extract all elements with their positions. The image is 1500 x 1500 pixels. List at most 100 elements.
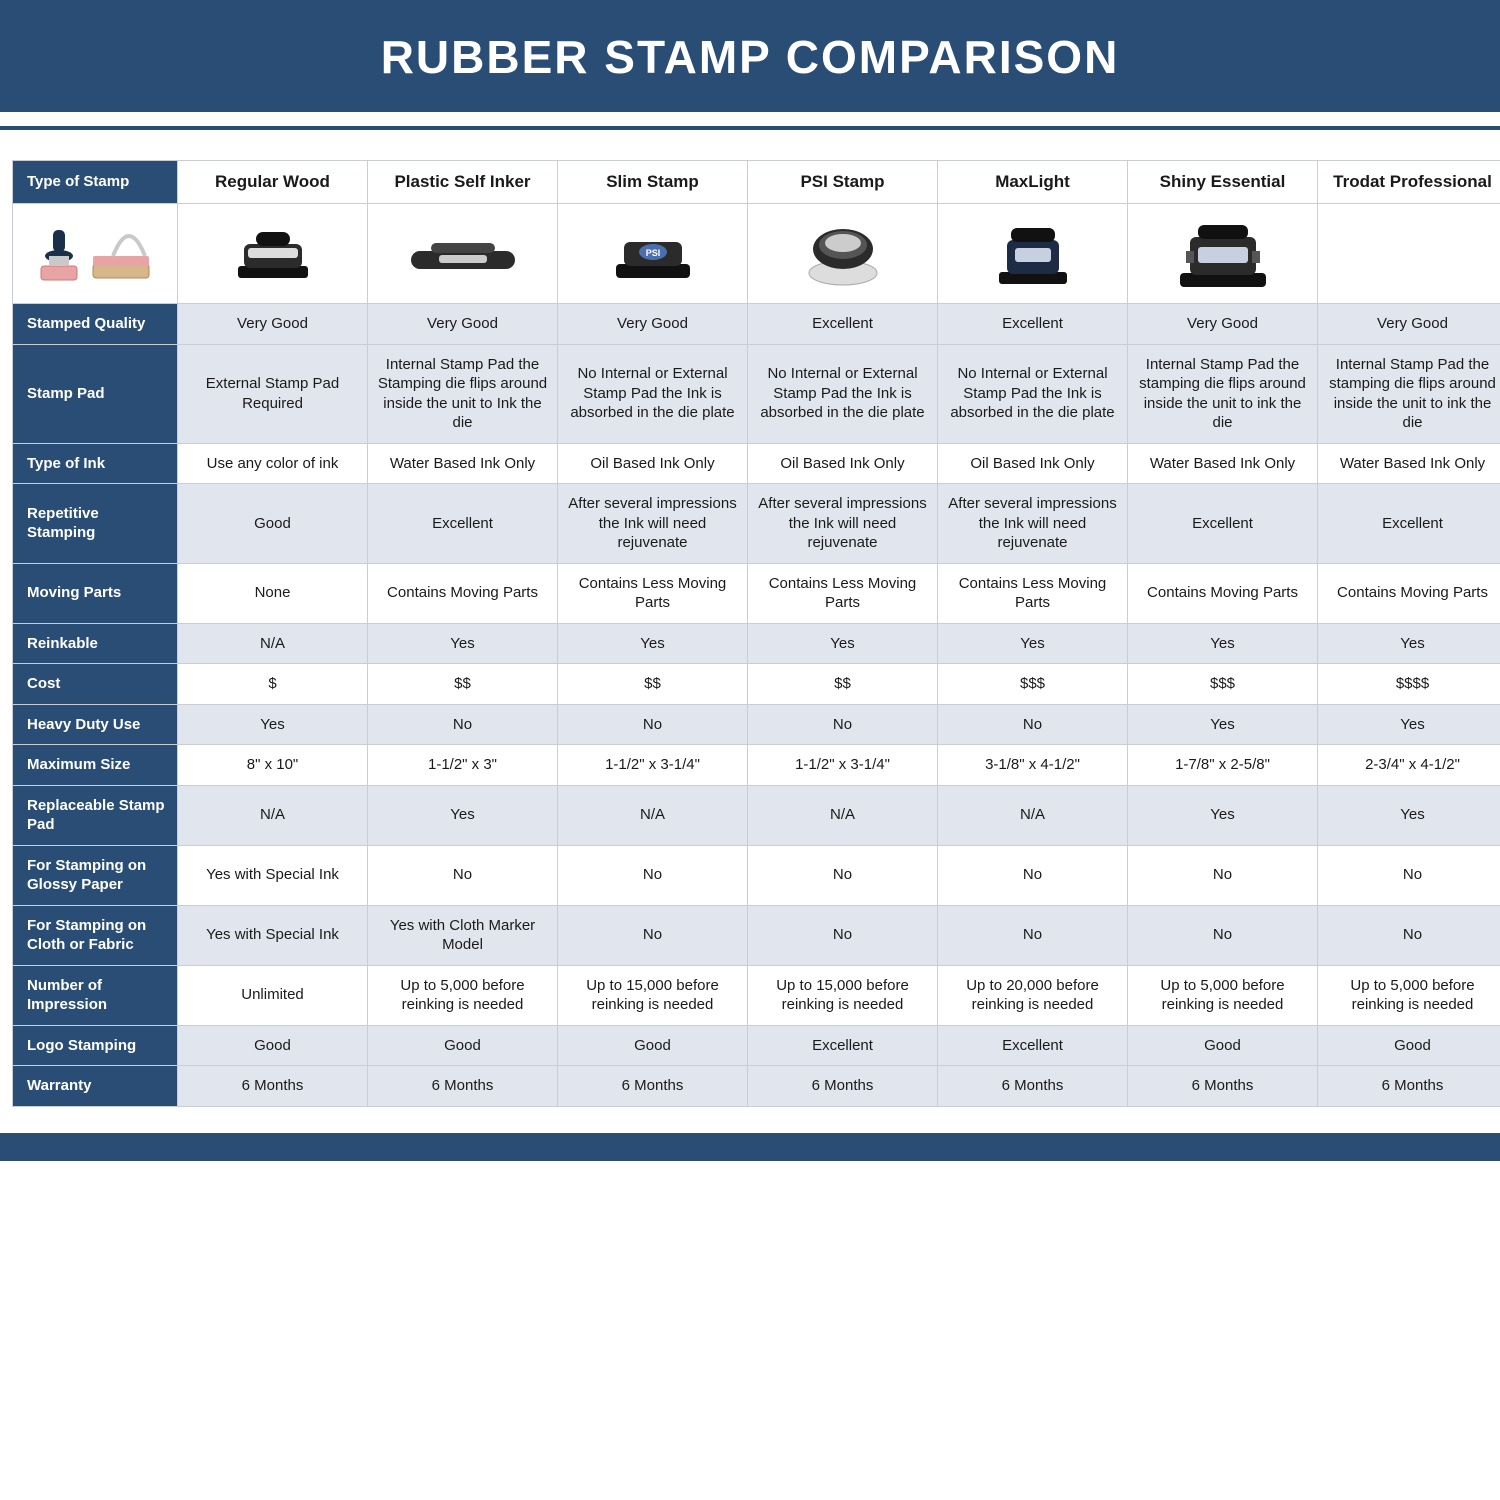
cell: Contains Moving Parts: [1318, 563, 1500, 623]
cell: Good: [178, 1025, 368, 1066]
cell: 8" x 10": [178, 745, 368, 786]
cell: Yes: [1318, 785, 1500, 845]
table-row: For Stamping on Cloth or FabricYes with …: [13, 905, 1500, 965]
cell: No Internal or External Stamp Pad the In…: [748, 344, 938, 443]
row-type-of-stamp-label: Type of Stamp: [13, 161, 178, 204]
cell: Excellent: [1318, 484, 1500, 564]
cell: N/A: [748, 785, 938, 845]
cell: 6 Months: [748, 1066, 938, 1107]
cell: Yes: [368, 623, 558, 664]
col-header: Slim Stamp: [558, 161, 748, 204]
cell: 6 Months: [938, 1066, 1128, 1107]
cell: No: [748, 704, 938, 745]
table-row: Stamp PadExternal Stamp Pad RequiredInte…: [13, 344, 1500, 443]
cell: Yes: [1128, 704, 1318, 745]
cell: Very Good: [178, 304, 368, 345]
cell: N/A: [558, 785, 748, 845]
cell: Contains Less Moving Parts: [558, 563, 748, 623]
row-label: Maximum Size: [13, 745, 178, 786]
table-row: Cost$$$$$$$$$$$$$$$$$: [13, 664, 1500, 705]
row-label: Heavy Duty Use: [13, 704, 178, 745]
cell: Contains Less Moving Parts: [748, 563, 938, 623]
col-header: MaxLight: [938, 161, 1128, 204]
col-header: Plastic Self Inker: [368, 161, 558, 204]
cell: Unlimited: [178, 965, 368, 1025]
cell: Up to 20,000 before reinking is needed: [938, 965, 1128, 1025]
cell: Excellent: [368, 484, 558, 564]
stamp-wood-icon: [13, 204, 178, 304]
cell: No: [938, 704, 1128, 745]
cell: Good: [1318, 1025, 1500, 1066]
cell: Good: [368, 1025, 558, 1066]
table-row: For Stamping on Glossy PaperYes with Spe…: [13, 845, 1500, 905]
cell: No: [748, 905, 938, 965]
cell: N/A: [178, 623, 368, 664]
cell: Contains Moving Parts: [368, 563, 558, 623]
cell: $$: [558, 664, 748, 705]
cell: Good: [1128, 1025, 1318, 1066]
cell: Yes: [1318, 704, 1500, 745]
title-bar: RUBBER STAMP COMPARISON: [0, 0, 1500, 112]
cell: After several impressions the Ink will n…: [558, 484, 748, 564]
cell: Oil Based Ink Only: [748, 443, 938, 484]
cell: Yes: [1128, 785, 1318, 845]
cell: Excellent: [938, 304, 1128, 345]
cell: $$$: [1128, 664, 1318, 705]
col-header: Regular Wood: [178, 161, 368, 204]
cell: No: [1318, 905, 1500, 965]
cell: Good: [558, 1025, 748, 1066]
col-header: PSI Stamp: [748, 161, 938, 204]
cell: External Stamp Pad Required: [178, 344, 368, 443]
cell: Contains Less Moving Parts: [938, 563, 1128, 623]
cell: Contains Moving Parts: [1128, 563, 1318, 623]
cell: 1-1/2" x 3-1/4": [748, 745, 938, 786]
cell: 6 Months: [1128, 1066, 1318, 1107]
cell: No: [1128, 845, 1318, 905]
row-label: Reinkable: [13, 623, 178, 664]
footer-bar: [0, 1133, 1500, 1161]
cell: 1-1/2" x 3": [368, 745, 558, 786]
table-row: Logo StampingGoodGoodGoodExcellentExcell…: [13, 1025, 1500, 1066]
table-row: Stamped QualityVery GoodVery GoodVery Go…: [13, 304, 1500, 345]
cell: 1-1/2" x 3-1/4": [558, 745, 748, 786]
stamp-selfinker-icon: [178, 204, 368, 304]
comparison-table: Type of Stamp Regular Wood Plastic Self …: [12, 160, 1500, 1107]
cell: Internal Stamp Pad the Stamping die flip…: [368, 344, 558, 443]
cell: After several impressions the Ink will n…: [748, 484, 938, 564]
table-row: Heavy Duty UseYesNoNoNoNoYesYes: [13, 704, 1500, 745]
cell: Yes: [178, 704, 368, 745]
cell: No: [1128, 905, 1318, 965]
cell: $$: [368, 664, 558, 705]
row-label: Moving Parts: [13, 563, 178, 623]
stamp-trodat-icon: [1128, 204, 1318, 304]
cell: $: [178, 664, 368, 705]
cell: N/A: [178, 785, 368, 845]
cell: 6 Months: [368, 1066, 558, 1107]
header-row: Type of Stamp Regular Wood Plastic Self …: [13, 161, 1500, 204]
cell: Yes with Special Ink: [178, 845, 368, 905]
cell: Up to 5,000 before reinking is needed: [368, 965, 558, 1025]
row-label: Warranty: [13, 1066, 178, 1107]
table-row: PSI: [13, 204, 1500, 304]
cell: Yes: [558, 623, 748, 664]
page: RUBBER STAMP COMPARISON Type of Stamp Re…: [0, 0, 1500, 1161]
cell: No: [368, 845, 558, 905]
table-row: Type of InkUse any color of inkWater Bas…: [13, 443, 1500, 484]
cell: No: [1318, 845, 1500, 905]
cell: Up to 5,000 before reinking is needed: [1128, 965, 1318, 1025]
cell: No: [938, 845, 1128, 905]
cell: Internal Stamp Pad the stamping die flip…: [1318, 344, 1500, 443]
cell: Yes with Cloth Marker Model: [368, 905, 558, 965]
cell: Excellent: [1128, 484, 1318, 564]
row-label: Type of Ink: [13, 443, 178, 484]
row-label: Stamped Quality: [13, 304, 178, 345]
cell: Yes with Special Ink: [178, 905, 368, 965]
table-row: Replaceable Stamp PadN/AYesN/AN/AN/AYesY…: [13, 785, 1500, 845]
cell: 2-3/4" x 4-1/2": [1318, 745, 1500, 786]
cell: Oil Based Ink Only: [558, 443, 748, 484]
cell: $$: [748, 664, 938, 705]
cell: Internal Stamp Pad the stamping die flip…: [1128, 344, 1318, 443]
cell: No Internal or External Stamp Pad the In…: [558, 344, 748, 443]
cell: Water Based Ink Only: [1128, 443, 1318, 484]
cell: $$$: [938, 664, 1128, 705]
